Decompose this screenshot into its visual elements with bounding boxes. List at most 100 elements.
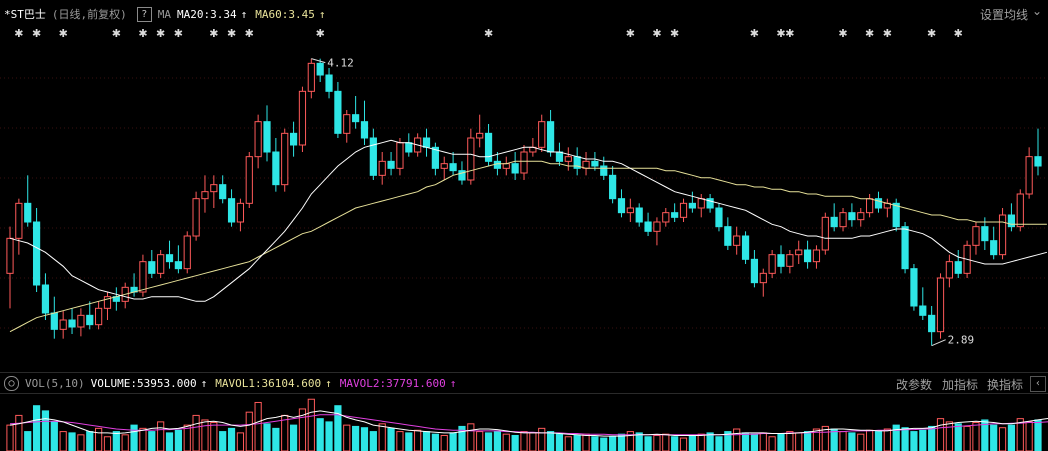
candle-down[interactable] bbox=[316, 62, 324, 76]
candle-down[interactable] bbox=[928, 314, 936, 333]
volume-bar[interactable] bbox=[538, 427, 546, 451]
volume-bar[interactable] bbox=[662, 433, 670, 451]
volume-bar[interactable] bbox=[750, 433, 759, 451]
candle-up[interactable] bbox=[1025, 156, 1033, 195]
volume-bar[interactable] bbox=[227, 427, 236, 451]
volume-bar[interactable] bbox=[369, 431, 377, 451]
volume-bar[interactable] bbox=[68, 432, 76, 451]
volume-bars[interactable] bbox=[6, 398, 1042, 451]
candle-down[interactable] bbox=[148, 261, 156, 274]
volume-bar[interactable] bbox=[484, 432, 493, 451]
volume-bar[interactable] bbox=[821, 425, 829, 451]
candle-down[interactable] bbox=[892, 202, 900, 228]
candle-up[interactable] bbox=[998, 214, 1007, 256]
event-marker-icon[interactable]: ✱ bbox=[245, 27, 254, 40]
volume-bar[interactable] bbox=[449, 432, 457, 451]
candle-up[interactable] bbox=[15, 202, 23, 239]
event-marker-icon[interactable]: ✱ bbox=[174, 27, 183, 40]
candle-down[interactable] bbox=[803, 249, 812, 263]
volume-bar[interactable] bbox=[936, 418, 945, 451]
candle-down[interactable] bbox=[431, 146, 439, 169]
volume-bar[interactable] bbox=[617, 433, 626, 451]
candle-up[interactable] bbox=[236, 202, 245, 223]
candle-down[interactable] bbox=[289, 132, 298, 146]
candle-down[interactable] bbox=[609, 174, 617, 200]
candle-down[interactable] bbox=[360, 121, 369, 139]
volume-bar[interactable] bbox=[928, 425, 936, 451]
volume-bar[interactable] bbox=[396, 431, 404, 451]
candle-up[interactable] bbox=[396, 142, 404, 169]
candle-down[interactable] bbox=[591, 160, 599, 167]
volume-bar[interactable] bbox=[990, 424, 998, 451]
volume-bar[interactable] bbox=[609, 436, 617, 451]
candle-up[interactable] bbox=[626, 207, 634, 214]
volume-bar[interactable] bbox=[706, 432, 714, 451]
volume-bar[interactable] bbox=[866, 429, 874, 451]
volume-bar[interactable] bbox=[635, 432, 643, 451]
candle-up[interactable] bbox=[936, 277, 945, 333]
candle-down[interactable] bbox=[874, 198, 883, 209]
volume-bar[interactable] bbox=[1007, 424, 1016, 451]
candle-down[interactable] bbox=[86, 314, 94, 326]
volume-bar[interactable] bbox=[130, 424, 138, 451]
candle-down[interactable] bbox=[511, 163, 519, 174]
candle-up[interactable] bbox=[103, 296, 112, 309]
candle-down[interactable] bbox=[981, 226, 989, 242]
event-marker-icon[interactable]: ✱ bbox=[776, 27, 785, 40]
candle-down[interactable] bbox=[41, 284, 50, 314]
volume-bar[interactable] bbox=[272, 427, 280, 451]
volume-bar[interactable] bbox=[883, 428, 891, 451]
volume-bar[interactable] bbox=[972, 422, 980, 451]
event-marker-icon[interactable]: ✱ bbox=[883, 27, 892, 40]
candle-up[interactable] bbox=[210, 184, 218, 193]
volume-bar[interactable] bbox=[874, 431, 883, 451]
volume-bar[interactable] bbox=[431, 433, 439, 451]
volume-bar[interactable] bbox=[679, 437, 688, 451]
candle-up[interactable] bbox=[378, 160, 386, 176]
volume-bar[interactable] bbox=[786, 431, 794, 451]
volume-bar[interactable] bbox=[715, 436, 723, 451]
candle-down[interactable] bbox=[990, 240, 998, 256]
candle-up[interactable] bbox=[139, 261, 147, 293]
event-marker-icon[interactable]: ✱ bbox=[484, 27, 493, 40]
candle-down[interactable] bbox=[715, 207, 723, 228]
candle-down[interactable] bbox=[919, 305, 927, 316]
candle-up[interactable] bbox=[245, 156, 253, 204]
candle-up[interactable] bbox=[6, 237, 14, 274]
candle-up[interactable] bbox=[795, 249, 803, 256]
volume-bar[interactable] bbox=[591, 436, 599, 451]
volume-bar[interactable] bbox=[254, 401, 262, 451]
candle-down[interactable] bbox=[1034, 156, 1042, 167]
candle-down[interactable] bbox=[777, 254, 785, 267]
candle-up[interactable] bbox=[343, 114, 351, 134]
candle-down[interactable] bbox=[724, 226, 732, 246]
volume-bar[interactable] bbox=[50, 421, 58, 451]
volume-bar[interactable] bbox=[24, 431, 32, 451]
event-marker-icon[interactable]: ✱ bbox=[954, 27, 963, 40]
candle-down[interactable] bbox=[272, 151, 280, 186]
candle-down[interactable] bbox=[484, 132, 493, 162]
event-marker-icon[interactable]: ✱ bbox=[59, 27, 68, 40]
volume-bar[interactable] bbox=[422, 431, 431, 451]
candle-up[interactable] bbox=[502, 163, 510, 169]
volume-bar[interactable] bbox=[32, 405, 41, 451]
change-params-button[interactable]: 改参数 bbox=[896, 378, 933, 392]
event-marker-icon[interactable]: ✱ bbox=[865, 27, 874, 40]
volume-bar[interactable] bbox=[910, 431, 918, 451]
volume-bar[interactable] bbox=[201, 419, 209, 451]
event-marker-icon[interactable]: ✱ bbox=[785, 27, 794, 40]
candle-down[interactable] bbox=[458, 170, 466, 181]
candle-down[interactable] bbox=[644, 221, 652, 232]
volume-bar[interactable] bbox=[236, 432, 245, 451]
volume-bar[interactable] bbox=[41, 410, 50, 451]
candle-up[interactable] bbox=[254, 121, 262, 158]
scroll-left-icon[interactable]: ‹ bbox=[1030, 376, 1046, 392]
candle-down[interactable] bbox=[750, 258, 759, 284]
volume-bar[interactable] bbox=[600, 437, 608, 451]
candle-up[interactable] bbox=[201, 191, 209, 200]
volume-bar[interactable] bbox=[360, 427, 369, 451]
candle-up[interactable] bbox=[77, 314, 85, 328]
candle-down[interactable] bbox=[227, 198, 236, 223]
candle-up[interactable] bbox=[467, 137, 475, 181]
candle-down[interactable] bbox=[219, 184, 227, 200]
